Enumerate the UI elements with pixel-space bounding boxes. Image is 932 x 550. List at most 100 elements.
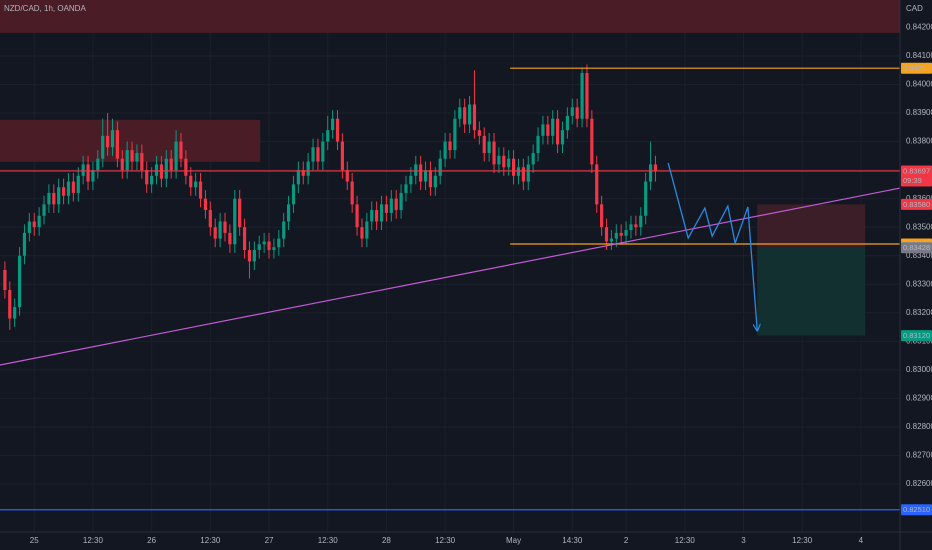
zone	[0, 119, 261, 162]
candle-body	[252, 250, 256, 262]
candle-body	[203, 198, 208, 211]
candle-body	[409, 175, 413, 185]
candle-body	[565, 115, 569, 131]
candle-body	[629, 224, 633, 231]
candle-body	[414, 164, 418, 176]
plot-area	[0, 0, 901, 511]
candle-body	[169, 158, 173, 171]
candle-body	[360, 227, 364, 239]
candle-body	[648, 164, 653, 182]
candle-body	[125, 150, 129, 171]
price-label-box	[901, 242, 932, 254]
candle-body	[384, 204, 389, 213]
x-tick-label: 25	[30, 536, 39, 545]
candle-body	[365, 221, 369, 239]
candle-body	[379, 204, 384, 222]
candle-body	[296, 170, 300, 185]
candle-body	[536, 135, 540, 153]
candle-body	[433, 175, 437, 188]
candle-body	[614, 232, 618, 239]
candle-body	[277, 238, 281, 248]
candle-body	[389, 198, 393, 213]
candle-body	[8, 289, 12, 319]
candle-body	[419, 164, 423, 182]
candle-body	[590, 118, 594, 165]
price-label-box	[901, 165, 932, 187]
candle-body	[404, 184, 408, 193]
candle-body	[37, 215, 41, 228]
candle-body	[609, 238, 614, 242]
candle-body	[487, 141, 491, 153]
x-tick-label: 2	[624, 536, 629, 545]
candle-body	[267, 241, 271, 251]
price-label: 0.83697	[903, 166, 930, 175]
candle-body	[556, 118, 560, 145]
candle-body	[164, 158, 168, 179]
candle-body	[326, 130, 330, 142]
zone	[757, 204, 866, 248]
candle-body	[3, 269, 7, 290]
candle-body	[189, 175, 193, 188]
candle-body	[511, 158, 516, 176]
candle-body	[497, 155, 501, 165]
candle-body	[301, 170, 305, 176]
candle-body	[335, 118, 340, 142]
candle-body	[438, 158, 442, 176]
candle-body	[448, 141, 452, 151]
candle-body	[492, 141, 496, 165]
projection-arrow	[667, 162, 757, 330]
candle-body	[218, 221, 222, 239]
candle-body	[150, 175, 154, 185]
candle-body	[47, 192, 51, 205]
candle-body	[375, 210, 379, 222]
currency-label: CAD	[906, 4, 923, 13]
price-label: 0.84057	[903, 64, 930, 73]
candle-body	[580, 73, 584, 119]
candle-body	[247, 250, 252, 262]
candle-body	[634, 224, 638, 228]
x-tick-label: 27	[265, 536, 274, 545]
candle-body	[521, 167, 525, 182]
candle-body	[71, 181, 75, 193]
axes: 0.842000.841000.840000.839000.838000.837…	[30, 23, 932, 545]
candle-body	[639, 215, 643, 228]
candle-body	[57, 187, 61, 205]
candle-body	[370, 210, 374, 222]
candle-body	[223, 221, 227, 233]
candle-body	[541, 124, 545, 136]
candle-body	[198, 181, 203, 199]
candle-body	[286, 204, 291, 222]
candle-body	[106, 135, 110, 148]
candle-body	[233, 198, 237, 245]
candle-body	[61, 187, 66, 196]
candle-body	[340, 141, 344, 171]
candle-body	[321, 141, 325, 162]
candle-body	[130, 150, 134, 162]
candle-body	[453, 118, 457, 151]
candle-body	[311, 147, 315, 162]
candle-body	[282, 221, 286, 239]
candle-body	[96, 158, 100, 171]
x-tick-label: 12:30	[83, 536, 104, 545]
x-tick-label: 12:30	[792, 536, 813, 545]
candle-body	[546, 124, 550, 136]
candle-body	[551, 118, 555, 136]
candle-body	[101, 135, 105, 159]
candle-body	[32, 221, 36, 228]
candle-body	[17, 255, 22, 308]
candle-body	[575, 107, 579, 119]
candle-body	[619, 232, 623, 236]
candle-body	[257, 244, 261, 251]
candle-body	[472, 104, 477, 131]
candle-body	[81, 164, 85, 176]
candle-body	[600, 204, 604, 228]
candle-body	[423, 170, 428, 182]
